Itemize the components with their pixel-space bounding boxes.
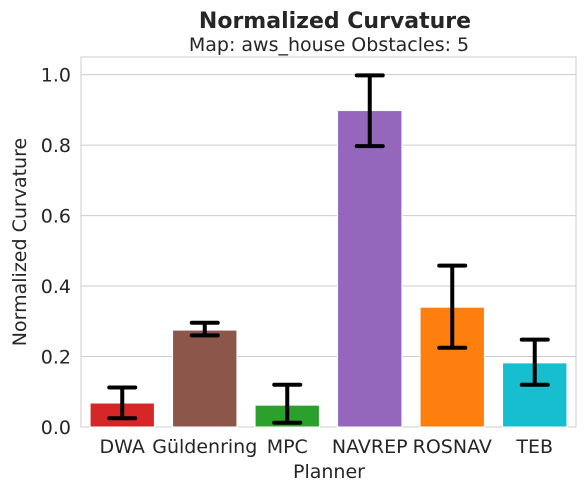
x-tick-label: TEB	[515, 436, 553, 458]
x-tick-label: MPC	[267, 436, 308, 458]
y-tick-labels: 0.0 0.2 0.4 0.6 0.8 1.0	[41, 65, 71, 439]
x-tick-label: Güldenring	[152, 436, 257, 458]
error-bar	[107, 385, 138, 421]
x-tick-label: ROSNAV	[413, 436, 492, 458]
y-tick-label: 1.0	[41, 65, 71, 87]
chart-title: Normalized Curvature	[199, 9, 471, 34]
x-tick-label: NAVREP	[332, 436, 408, 458]
bar-navrep	[337, 110, 403, 428]
error-bar	[354, 73, 385, 149]
x-axis-label: Planner	[293, 461, 365, 483]
bars	[89, 110, 568, 428]
grid-lines	[81, 74, 576, 428]
error-bars	[107, 73, 550, 425]
y-tick-label: 0.4	[41, 276, 71, 298]
plot-frame	[80, 56, 577, 428]
error-bar	[189, 320, 220, 338]
y-tick-label: 0.6	[41, 206, 71, 228]
y-tick-label: 0.2	[41, 347, 71, 369]
x-tick-labels: DWA Güldenring MPC NAVREP ROSNAV TEB	[100, 436, 554, 458]
y-axis-label: Normalized Curvature	[9, 138, 31, 346]
error-bar	[272, 382, 303, 425]
y-tick-label: 0.0	[41, 417, 71, 439]
chart-subtitle: Map: aws_house Obstacles: 5	[189, 34, 469, 56]
error-bar	[519, 337, 550, 387]
bar-g-ldenring	[172, 329, 238, 428]
error-bar	[437, 263, 468, 350]
x-tick-label: DWA	[100, 436, 145, 458]
y-tick-label: 0.8	[41, 135, 71, 157]
